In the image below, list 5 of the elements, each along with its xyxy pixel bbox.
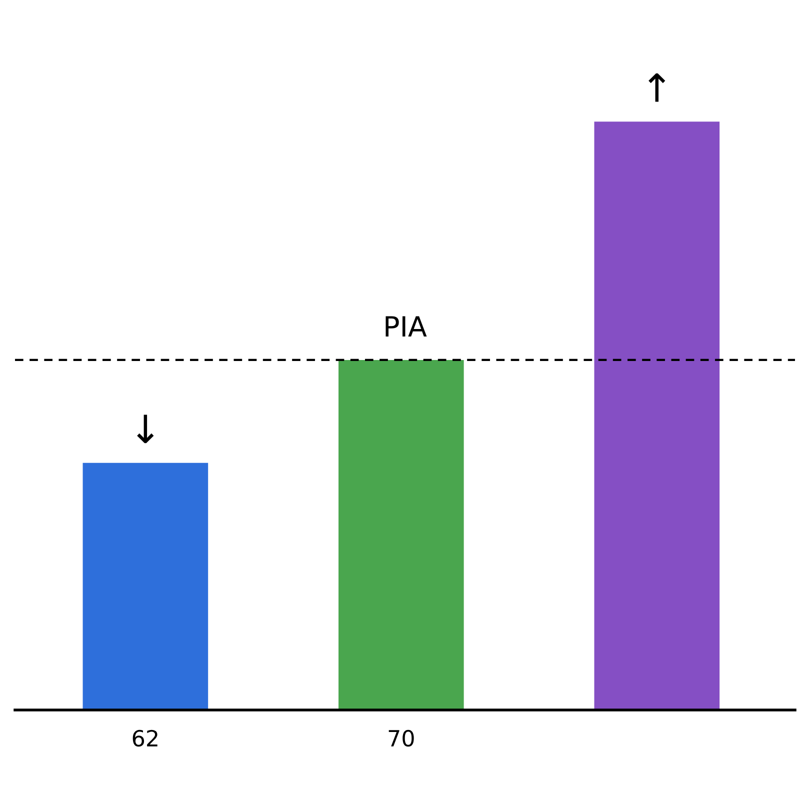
x-tick-label: 62	[132, 730, 158, 747]
annotation: ↑	[648, 73, 666, 102]
ref-line-label: PIA	[386, 316, 427, 337]
x-tick-label: 70	[388, 730, 414, 747]
annotation: ↓	[137, 414, 154, 444]
